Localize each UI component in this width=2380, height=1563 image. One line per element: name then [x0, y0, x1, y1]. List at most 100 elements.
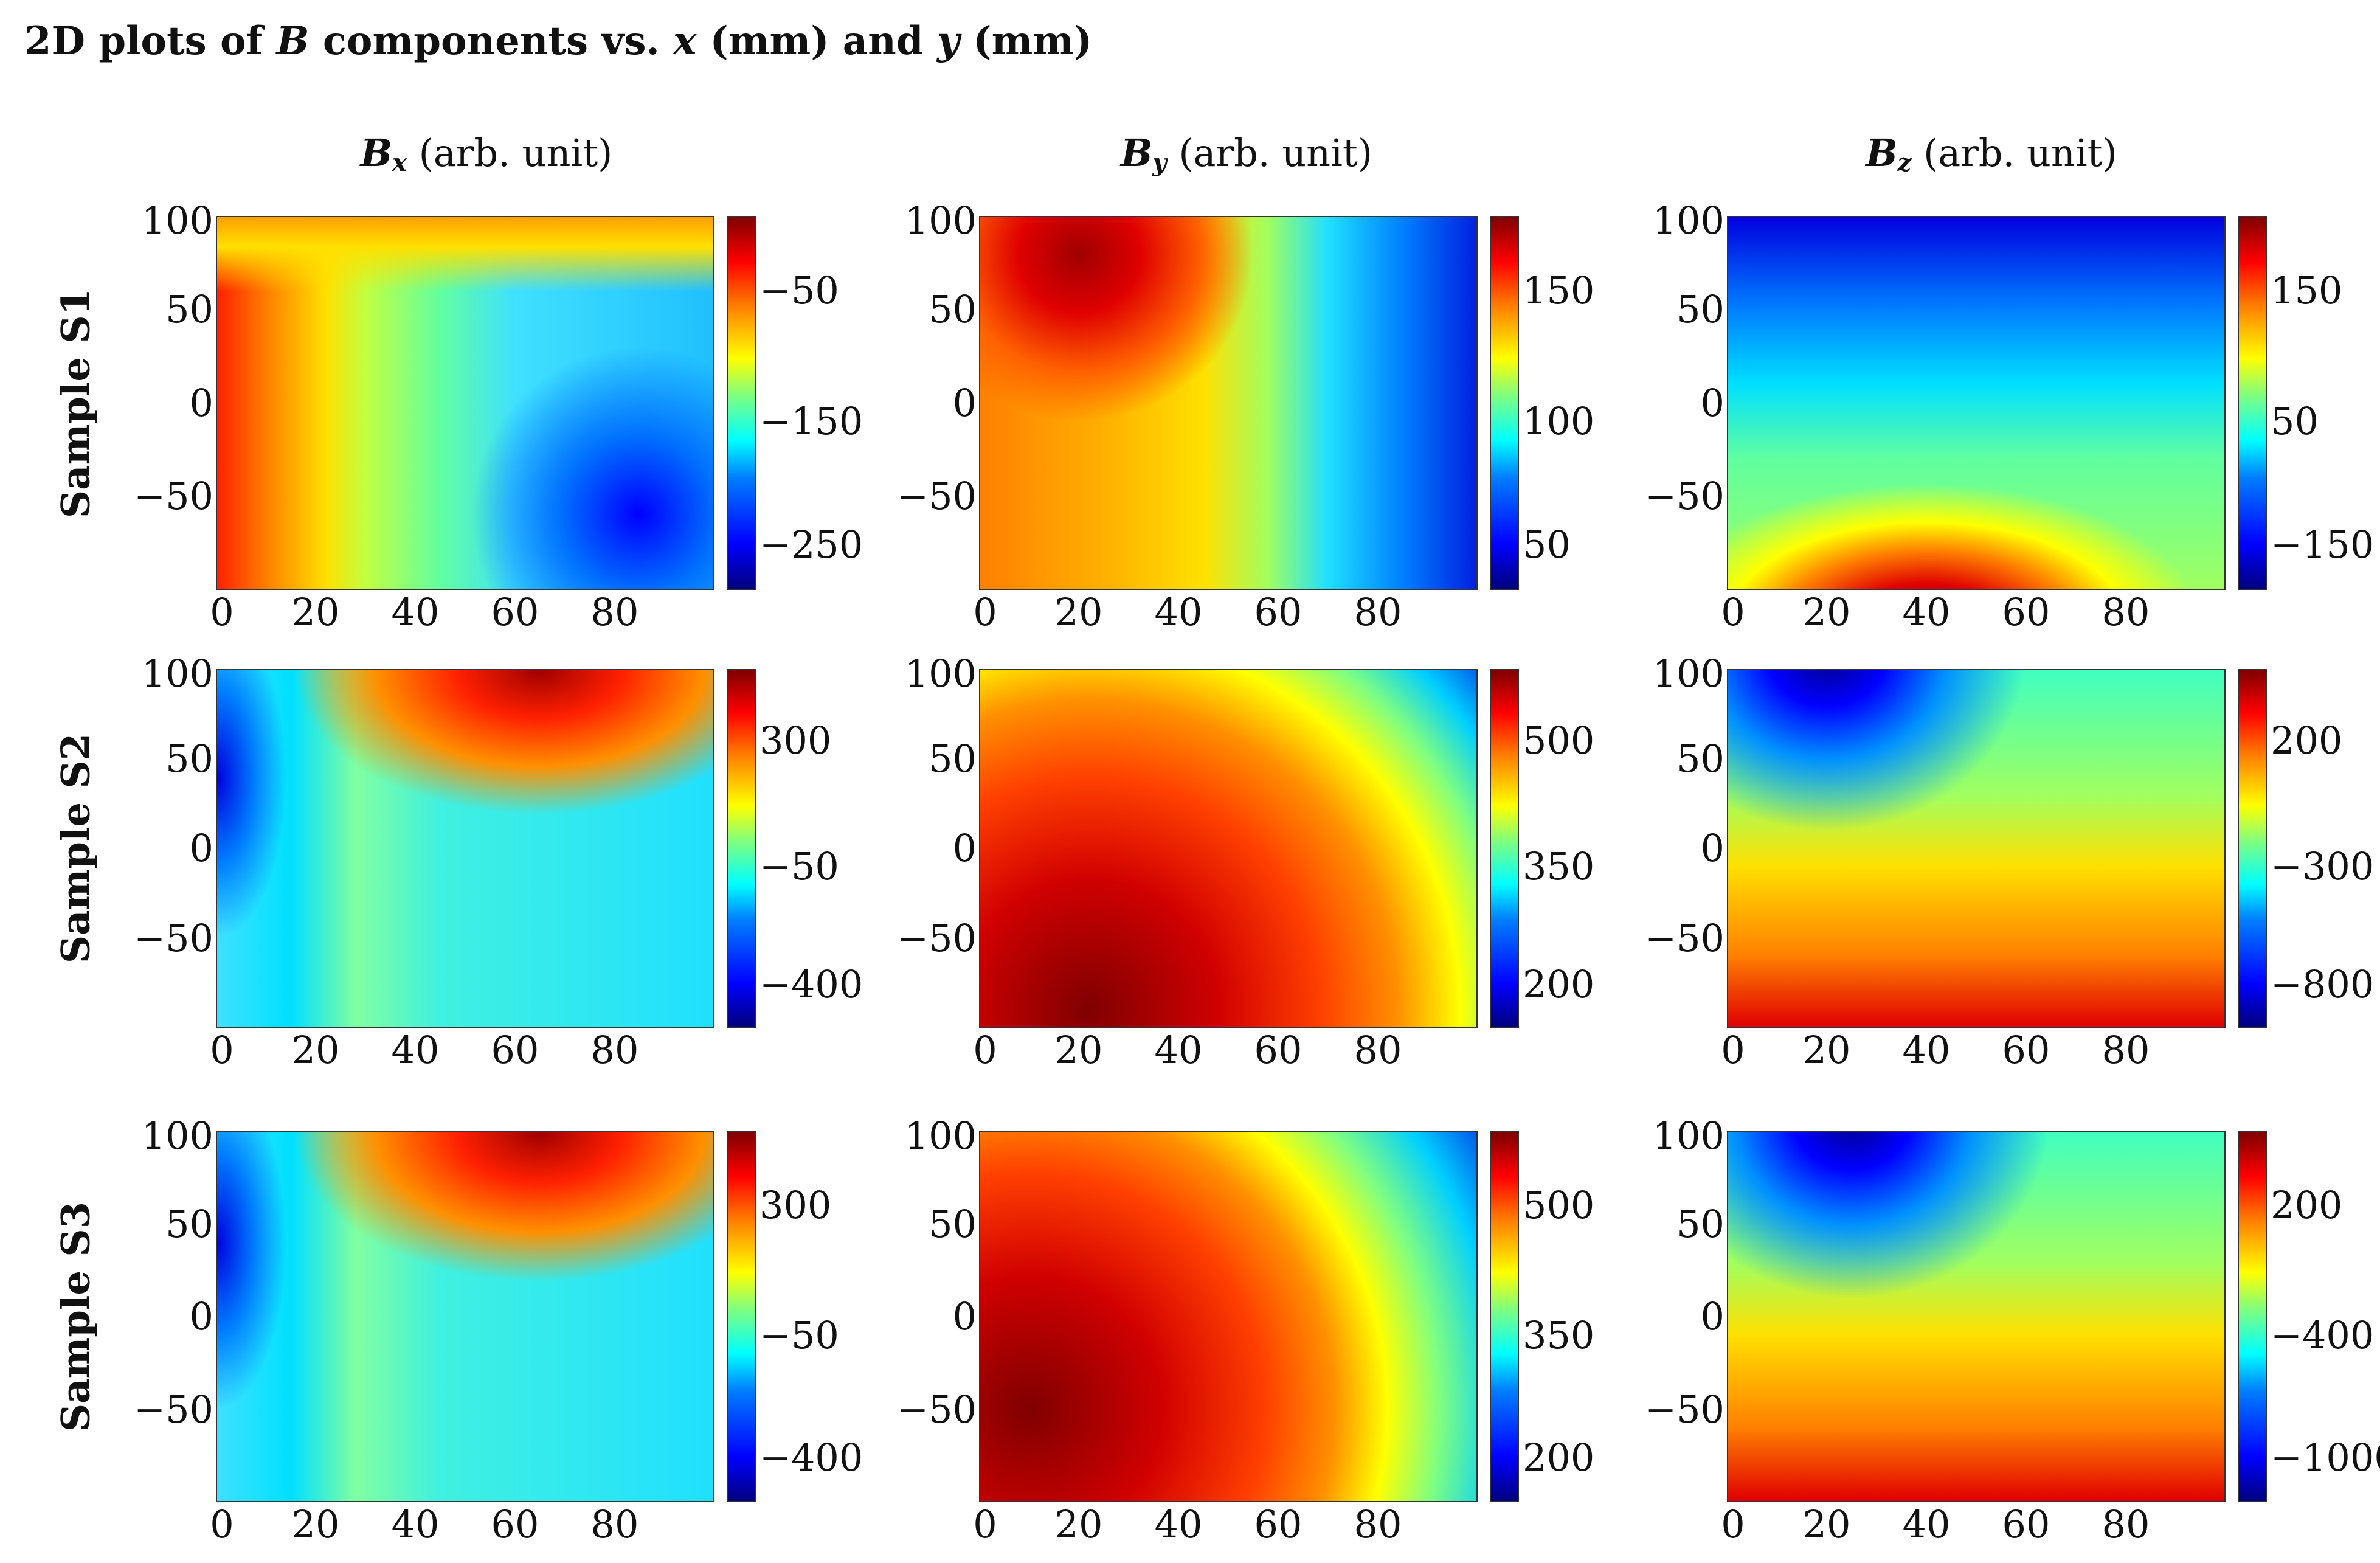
x-tick-label: 0	[210, 590, 234, 634]
colorbar	[727, 216, 756, 590]
heatmap-by	[979, 216, 1478, 590]
colorbar	[2238, 216, 2267, 590]
y-tick-label: −50	[134, 1387, 213, 1432]
colorbar-tick-label: −800	[2271, 962, 2375, 1007]
heatmap-bx	[216, 1131, 714, 1502]
colorbar-tick-label: 50	[2271, 399, 2319, 444]
y-tick-label: 0	[952, 1294, 977, 1339]
y-tick-label: 50	[929, 736, 977, 781]
x-tick-label: 80	[1354, 1028, 1402, 1072]
figure-title: 2D plots of B components vs. x (mm) and …	[24, 18, 1093, 64]
column-title-bz: Bz (arb. unit)	[1866, 131, 2117, 177]
x-tick-label: 40	[1154, 590, 1203, 634]
y-tick-label: 50	[165, 736, 213, 781]
row-title-sample-s1: Sample S1	[53, 288, 99, 518]
colorbar-tick-label: 500	[1523, 718, 1595, 763]
y-tick-label: 50	[165, 1201, 213, 1246]
x-tick-label: 80	[1354, 590, 1402, 634]
colorbar-tick-label: 300	[759, 1183, 832, 1227]
heatmap-bz	[1727, 669, 2226, 1028]
y-tick-label: −50	[134, 915, 213, 960]
colorbar	[727, 1131, 756, 1502]
y-tick-label: 100	[904, 1114, 977, 1158]
y-tick-label: 0	[1700, 1294, 1724, 1339]
y-tick-label: −50	[897, 915, 977, 960]
x-tick-label: 40	[1154, 1028, 1203, 1072]
colorbar-tick-label: 350	[1523, 844, 1595, 889]
colorbar	[2238, 1131, 2267, 1502]
x-tick-label: 20	[1054, 1502, 1103, 1547]
heatmap-bz	[1727, 1131, 2226, 1502]
x-tick-label: 0	[973, 590, 997, 634]
y-tick-label: 100	[1652, 1114, 1724, 1158]
colorbar	[1490, 669, 1519, 1028]
x-tick-label: 20	[1802, 1502, 1851, 1547]
x-tick-label: 60	[2002, 590, 2050, 634]
column-title-by: By (arb. unit)	[1120, 131, 1373, 177]
y-tick-label: 50	[1676, 286, 1724, 331]
colorbar-tick-label: 150	[2271, 268, 2343, 313]
colorbar	[727, 669, 756, 1028]
x-tick-label: 0	[1721, 590, 1745, 634]
colorbar-tick-label: −400	[2271, 1312, 2375, 1357]
y-tick-label: 50	[929, 286, 977, 331]
colorbar-tick-label: −400	[759, 962, 863, 1007]
y-tick-label: 100	[1652, 651, 1724, 696]
y-tick-label: 100	[141, 651, 213, 696]
x-tick-label: 60	[1254, 590, 1302, 634]
x-tick-label: 80	[590, 590, 639, 634]
colorbar-tick-label: −300	[2271, 844, 2375, 889]
colorbar-tick-label: −250	[759, 522, 863, 567]
x-tick-label: 60	[1254, 1028, 1302, 1072]
y-tick-label: −50	[897, 474, 977, 519]
x-tick-label: 0	[1721, 1502, 1745, 1547]
x-tick-label: 60	[491, 590, 539, 634]
x-tick-label: 80	[2102, 590, 2150, 634]
colorbar-tick-label: 200	[2271, 1183, 2343, 1227]
colorbar	[1490, 216, 1519, 590]
x-tick-label: 80	[590, 1502, 639, 1547]
colorbar-tick-label: −1000	[2271, 1435, 2380, 1480]
y-tick-label: −50	[1645, 915, 1724, 960]
x-tick-label: 60	[2002, 1502, 2050, 1547]
y-tick-label: 100	[141, 1114, 213, 1158]
y-tick-label: 100	[904, 198, 977, 243]
heatmap-bx	[216, 669, 714, 1028]
colorbar-tick-label: 500	[1523, 1183, 1595, 1227]
x-tick-label: 20	[1054, 1028, 1103, 1072]
row-title-sample-s3: Sample S3	[53, 1201, 99, 1432]
y-tick-label: −50	[134, 474, 213, 519]
x-tick-label: 60	[491, 1502, 539, 1547]
y-tick-label: 0	[189, 380, 213, 425]
row-title-sample-s2: Sample S2	[53, 733, 99, 964]
x-tick-label: 20	[1802, 590, 1851, 634]
y-tick-label: 100	[904, 651, 977, 696]
x-tick-label: 40	[1902, 1502, 1951, 1547]
y-tick-label: 100	[141, 198, 213, 243]
x-tick-label: 0	[973, 1028, 997, 1072]
colorbar	[2238, 669, 2267, 1028]
colorbar-tick-label: −50	[759, 268, 839, 313]
colorbar-tick-label: 200	[2271, 718, 2343, 763]
x-tick-label: 40	[1154, 1502, 1203, 1547]
x-tick-label: 40	[1902, 590, 1951, 634]
x-tick-label: 20	[291, 1028, 340, 1072]
x-tick-label: 0	[210, 1028, 234, 1072]
x-tick-label: 20	[291, 1502, 340, 1547]
y-tick-label: 0	[1700, 826, 1724, 870]
colorbar-tick-label: 200	[1523, 962, 1595, 1007]
colorbar-tick-label: 100	[1523, 399, 1595, 444]
colorbar-tick-label: 150	[1523, 268, 1595, 313]
colorbar-tick-label: 50	[1523, 522, 1571, 567]
y-tick-label: −50	[1645, 474, 1724, 519]
heatmap-bx	[216, 216, 714, 590]
heatmap-by	[979, 669, 1478, 1028]
x-tick-label: 0	[973, 1502, 997, 1547]
colorbar	[1490, 1131, 1519, 1502]
x-tick-label: 40	[391, 590, 440, 634]
x-tick-label: 80	[2102, 1502, 2150, 1547]
x-tick-label: 0	[210, 1502, 234, 1547]
x-tick-label: 80	[590, 1028, 639, 1072]
heatmap-by	[979, 1131, 1478, 1502]
colorbar-tick-label: 300	[759, 718, 832, 763]
